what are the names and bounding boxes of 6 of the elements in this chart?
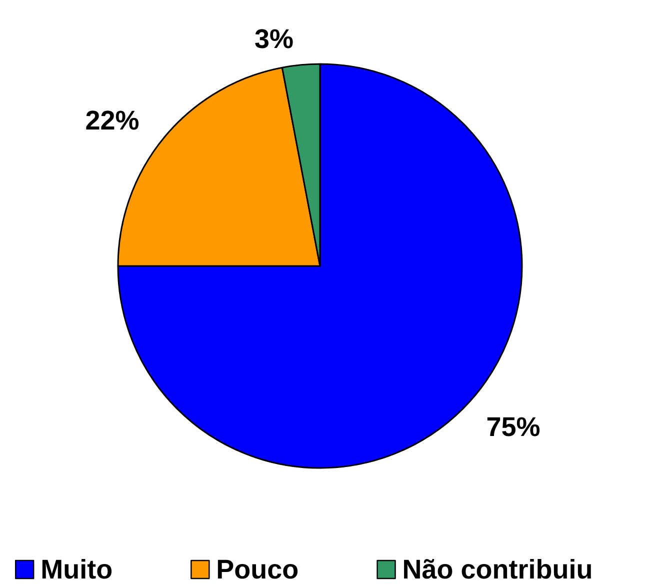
legend-label: Muito [40, 554, 113, 584]
data-label: 75% [486, 412, 540, 442]
data-label: 22% [85, 106, 140, 136]
data-label: 3% [254, 24, 294, 54]
legend-label: Não contribuiu [402, 554, 593, 584]
legend-label: Pouco [216, 554, 299, 584]
